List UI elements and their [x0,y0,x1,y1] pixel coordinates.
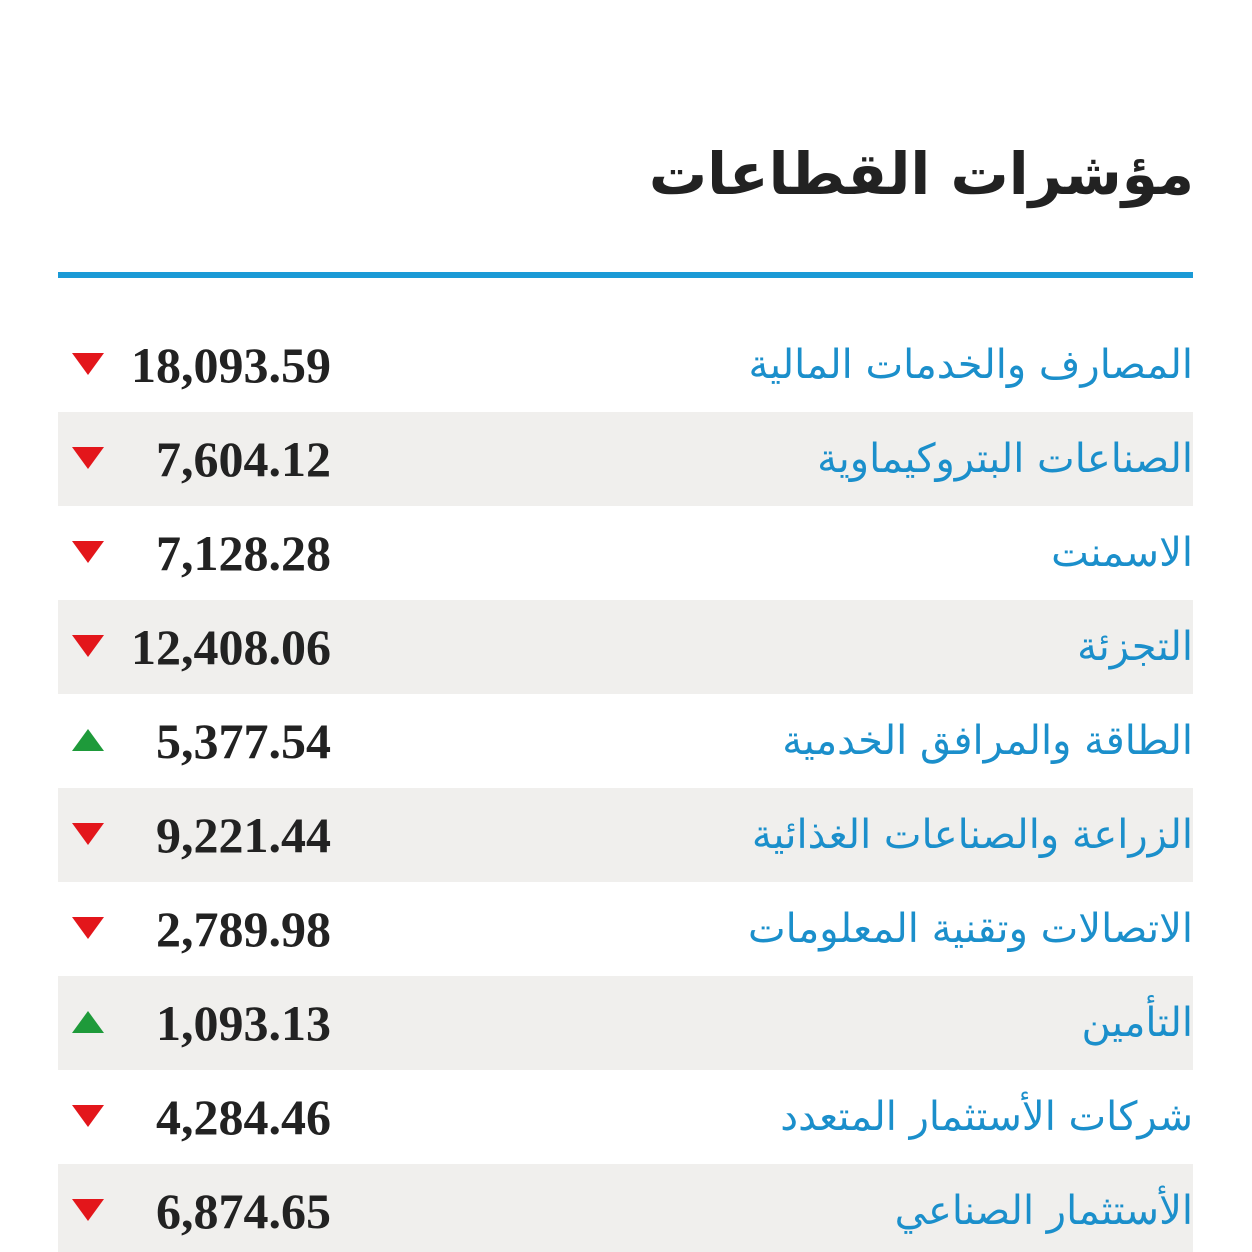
trend-arrow [72,1199,104,1221]
table-row: المصارف والخدمات المالية 18,093.59 [58,318,1193,412]
up-arrow [72,729,104,751]
sector-name: الزراعة والصناعات الغذائية [751,812,1193,858]
sector-name: المصارف والخدمات المالية [748,342,1193,388]
index-value: 6,874.65 [156,1183,331,1239]
table-row: الصناعات البتروكيماوية 7,604.12 [58,412,1193,506]
index-value: 18,093.59 [131,337,331,393]
table-row: شركات الأستثمار المتعدد 4,284.46 [58,1070,1193,1164]
sector-name: الأستثمار الصناعي [894,1188,1193,1234]
down-arrow [72,635,104,657]
table-row: التجزئة 12,408.06 [58,600,1193,694]
sector-name: التجزئة [1077,624,1193,670]
trend-arrow [72,823,104,845]
table-row: الاتصالات وتقنية المعلومات 2,789.98 [58,882,1193,976]
down-arrow [72,541,104,563]
title: مؤشرات القطاعات [648,140,1194,208]
table-row: الاسمنت 7,128.28 [58,506,1193,600]
sector-name: الاتصالات وتقنية المعلومات [748,906,1193,952]
trend-arrow [72,917,104,939]
down-arrow [72,353,104,375]
trend-arrow [72,447,104,469]
table-row: الأستثمار الصناعي 6,874.65 [58,1164,1193,1252]
index-value: 1,093.13 [156,995,331,1051]
index-value: 5,377.54 [156,713,331,769]
index-value: 7,604.12 [156,431,331,487]
title-rule [58,272,1193,278]
table-row: التأمين 1,093.13 [58,976,1193,1070]
up-arrow [72,1011,104,1033]
sector-name: الطاقة والمرافق الخدمية [782,718,1193,764]
index-value: 2,789.98 [156,901,331,957]
table-row: الزراعة والصناعات الغذائية 9,221.44 [58,788,1193,882]
trend-arrow [72,541,104,563]
sector-name: شركات الأستثمار المتعدد [780,1094,1193,1140]
sector-name: الاسمنت [1051,530,1193,576]
trend-arrow [72,1105,104,1127]
trend-arrow [72,729,104,751]
index-value: 4,284.46 [156,1089,331,1145]
down-arrow [72,823,104,845]
index-value: 12,408.06 [131,619,331,675]
sector-name: الصناعات البتروكيماوية [817,436,1193,482]
sector-name: التأمين [1081,1000,1193,1046]
trend-arrow [72,353,104,375]
trend-arrow [72,635,104,657]
trend-arrow [72,1011,104,1033]
down-arrow [72,1199,104,1221]
index-value: 7,128.28 [156,525,331,581]
index-value: 9,221.44 [156,807,331,863]
table-row: الطاقة والمرافق الخدمية 5,377.54 [58,694,1193,788]
down-arrow [72,1105,104,1127]
down-arrow [72,917,104,939]
down-arrow [72,447,104,469]
